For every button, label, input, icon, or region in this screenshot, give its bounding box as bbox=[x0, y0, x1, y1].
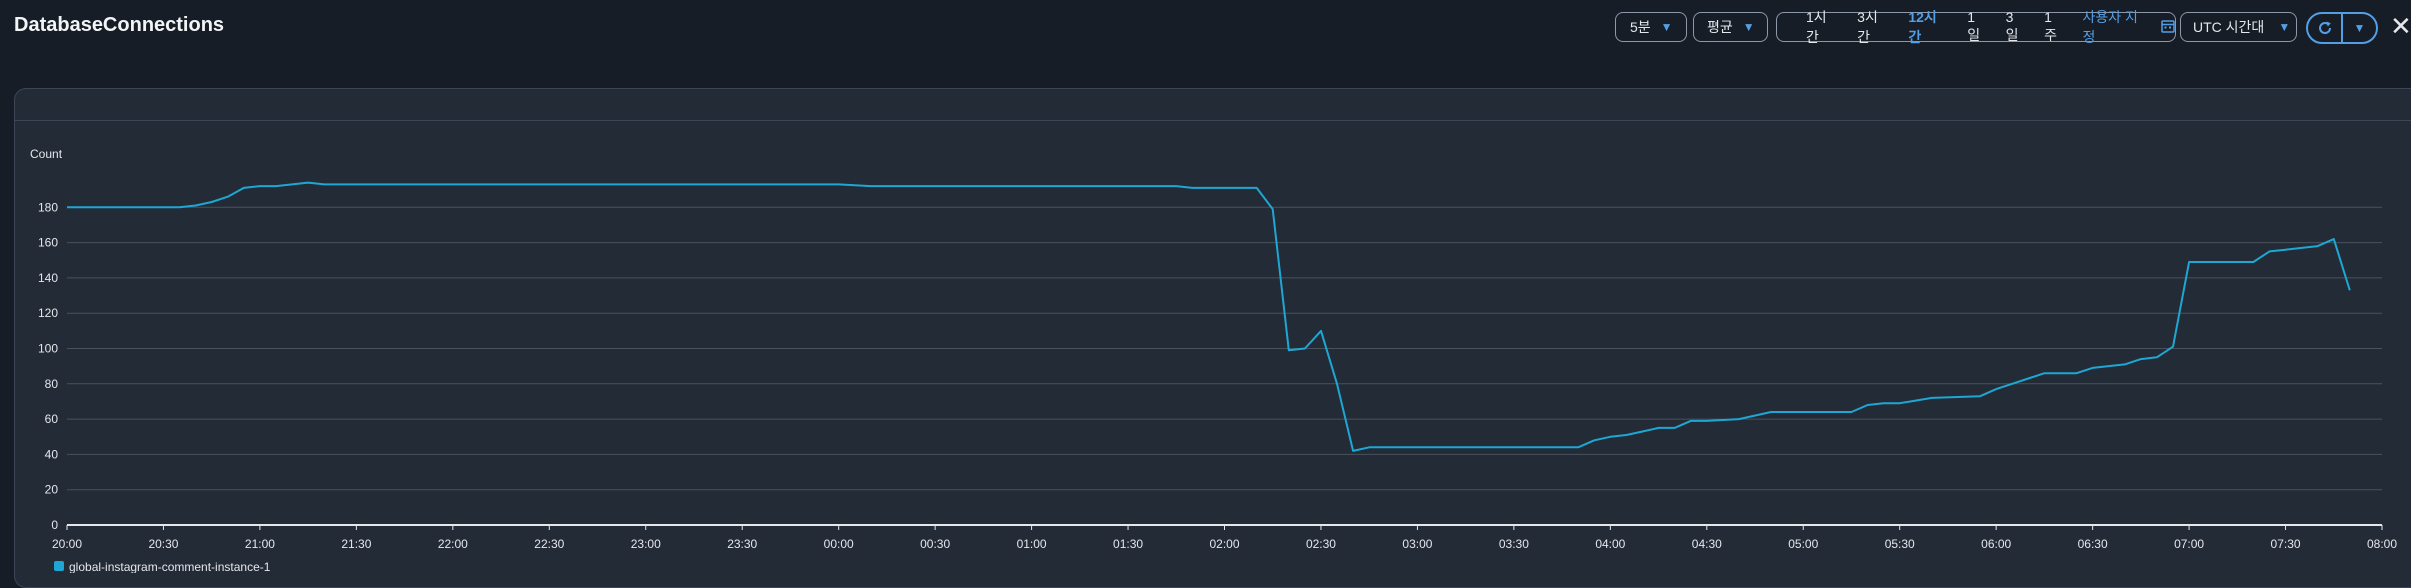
range-1d[interactable]: 1일 bbox=[1967, 9, 1981, 43]
range-3d[interactable]: 3일 bbox=[2005, 9, 2019, 43]
x-tick-label: 23:30 bbox=[727, 537, 757, 551]
statistic-select[interactable]: 평균 ▼ bbox=[1693, 12, 1768, 42]
calendar-icon[interactable] bbox=[2161, 19, 2175, 36]
range-1h[interactable]: 1시간 bbox=[1806, 9, 1827, 45]
x-tick-label: 02:00 bbox=[1209, 537, 1239, 551]
x-tick-label: 06:30 bbox=[2078, 537, 2108, 551]
y-tick-label: 180 bbox=[38, 200, 58, 214]
legend-label: global-instagram-comment-instance-1 bbox=[69, 560, 271, 573]
y-tick-label: 100 bbox=[38, 342, 58, 356]
series-line bbox=[67, 181, 2351, 452]
x-tick-label: 20:00 bbox=[52, 537, 82, 551]
range-12h[interactable]: 12시간 bbox=[1908, 9, 1937, 45]
x-tick-label: 00:00 bbox=[824, 537, 854, 551]
caret-down-icon: ▼ bbox=[2278, 20, 2291, 34]
chart-panel bbox=[14, 88, 2411, 588]
caret-down-icon: ▼ bbox=[1660, 20, 1673, 34]
x-tick-label: 03:30 bbox=[1499, 537, 1529, 551]
timezone-value: UTC 시간대 bbox=[2193, 19, 2265, 35]
refresh-icon bbox=[2318, 21, 2331, 34]
x-tick-label: 06:00 bbox=[1981, 537, 2011, 551]
timezone-select[interactable]: UTC 시간대 ▼ bbox=[2180, 12, 2297, 42]
y-tick-label: 160 bbox=[38, 236, 58, 250]
refresh-divider bbox=[2341, 14, 2343, 42]
x-tick-label: 03:00 bbox=[1402, 537, 1432, 551]
x-tick-label: 23:00 bbox=[631, 537, 661, 551]
y-tick-label: 80 bbox=[45, 377, 59, 391]
y-tick-label: 140 bbox=[38, 271, 58, 285]
x-tick-label: 02:30 bbox=[1306, 537, 1336, 551]
y-tick-label: 40 bbox=[45, 447, 59, 461]
y-axis-label: Count bbox=[30, 147, 63, 161]
x-tick-label: 01:30 bbox=[1113, 537, 1143, 551]
y-tick-label: 20 bbox=[45, 483, 59, 497]
panel-divider bbox=[14, 120, 2411, 121]
period-select[interactable]: 5분 ▼ bbox=[1615, 12, 1687, 42]
period-value: 5분 bbox=[1630, 19, 1651, 35]
y-tick-label: 60 bbox=[45, 412, 59, 426]
x-tick-label: 21:30 bbox=[341, 537, 371, 551]
x-tick-label: 22:30 bbox=[534, 537, 564, 551]
time-range-selector: 1시간 3시간 12시간 1일 3일 1주 사용자 지정 bbox=[1776, 9, 2176, 45]
x-tick-label: 07:00 bbox=[2174, 537, 2204, 551]
legend-swatch bbox=[54, 561, 64, 571]
x-tick-label: 21:00 bbox=[245, 537, 275, 551]
refresh-button[interactable] bbox=[2308, 14, 2341, 42]
x-tick-label: 07:30 bbox=[2271, 537, 2301, 551]
x-tick-label: 05:00 bbox=[1788, 537, 1818, 551]
page-title: DatabaseConnections bbox=[14, 14, 225, 36]
line-chart: Count 0 20 40 60 80 100 120 140 160 180 20:00 20:3… bbox=[30, 147, 2397, 573]
x-tick-label: 04:30 bbox=[1692, 537, 1722, 551]
x-tick-label: 20:30 bbox=[148, 537, 178, 551]
range-3h[interactable]: 3시간 bbox=[1857, 9, 1878, 45]
statistic-value: 평균 bbox=[1707, 19, 1733, 35]
x-tick-label: 04:00 bbox=[1595, 537, 1625, 551]
refresh-options-button[interactable]: ▼ bbox=[2343, 14, 2376, 42]
caret-down-icon: ▼ bbox=[1742, 20, 1755, 34]
x-tick-label: 00:30 bbox=[920, 537, 950, 551]
y-tick-label: 0 bbox=[51, 518, 58, 532]
refresh-button-group: ▼ bbox=[2306, 12, 2378, 44]
x-tick-label: 22:00 bbox=[438, 537, 468, 551]
x-tick-label: 01:00 bbox=[1017, 537, 1047, 551]
caret-down-icon: ▼ bbox=[2353, 21, 2366, 35]
close-icon[interactable]: ✕ bbox=[2390, 11, 2411, 41]
range-1w[interactable]: 1주 bbox=[2044, 9, 2057, 43]
x-tick-label: 08:00 bbox=[2367, 537, 2397, 551]
range-custom[interactable]: 사용자 지정 bbox=[2082, 9, 2138, 45]
y-tick-label: 120 bbox=[38, 306, 58, 320]
x-tick-label: 05:30 bbox=[1885, 537, 1915, 551]
